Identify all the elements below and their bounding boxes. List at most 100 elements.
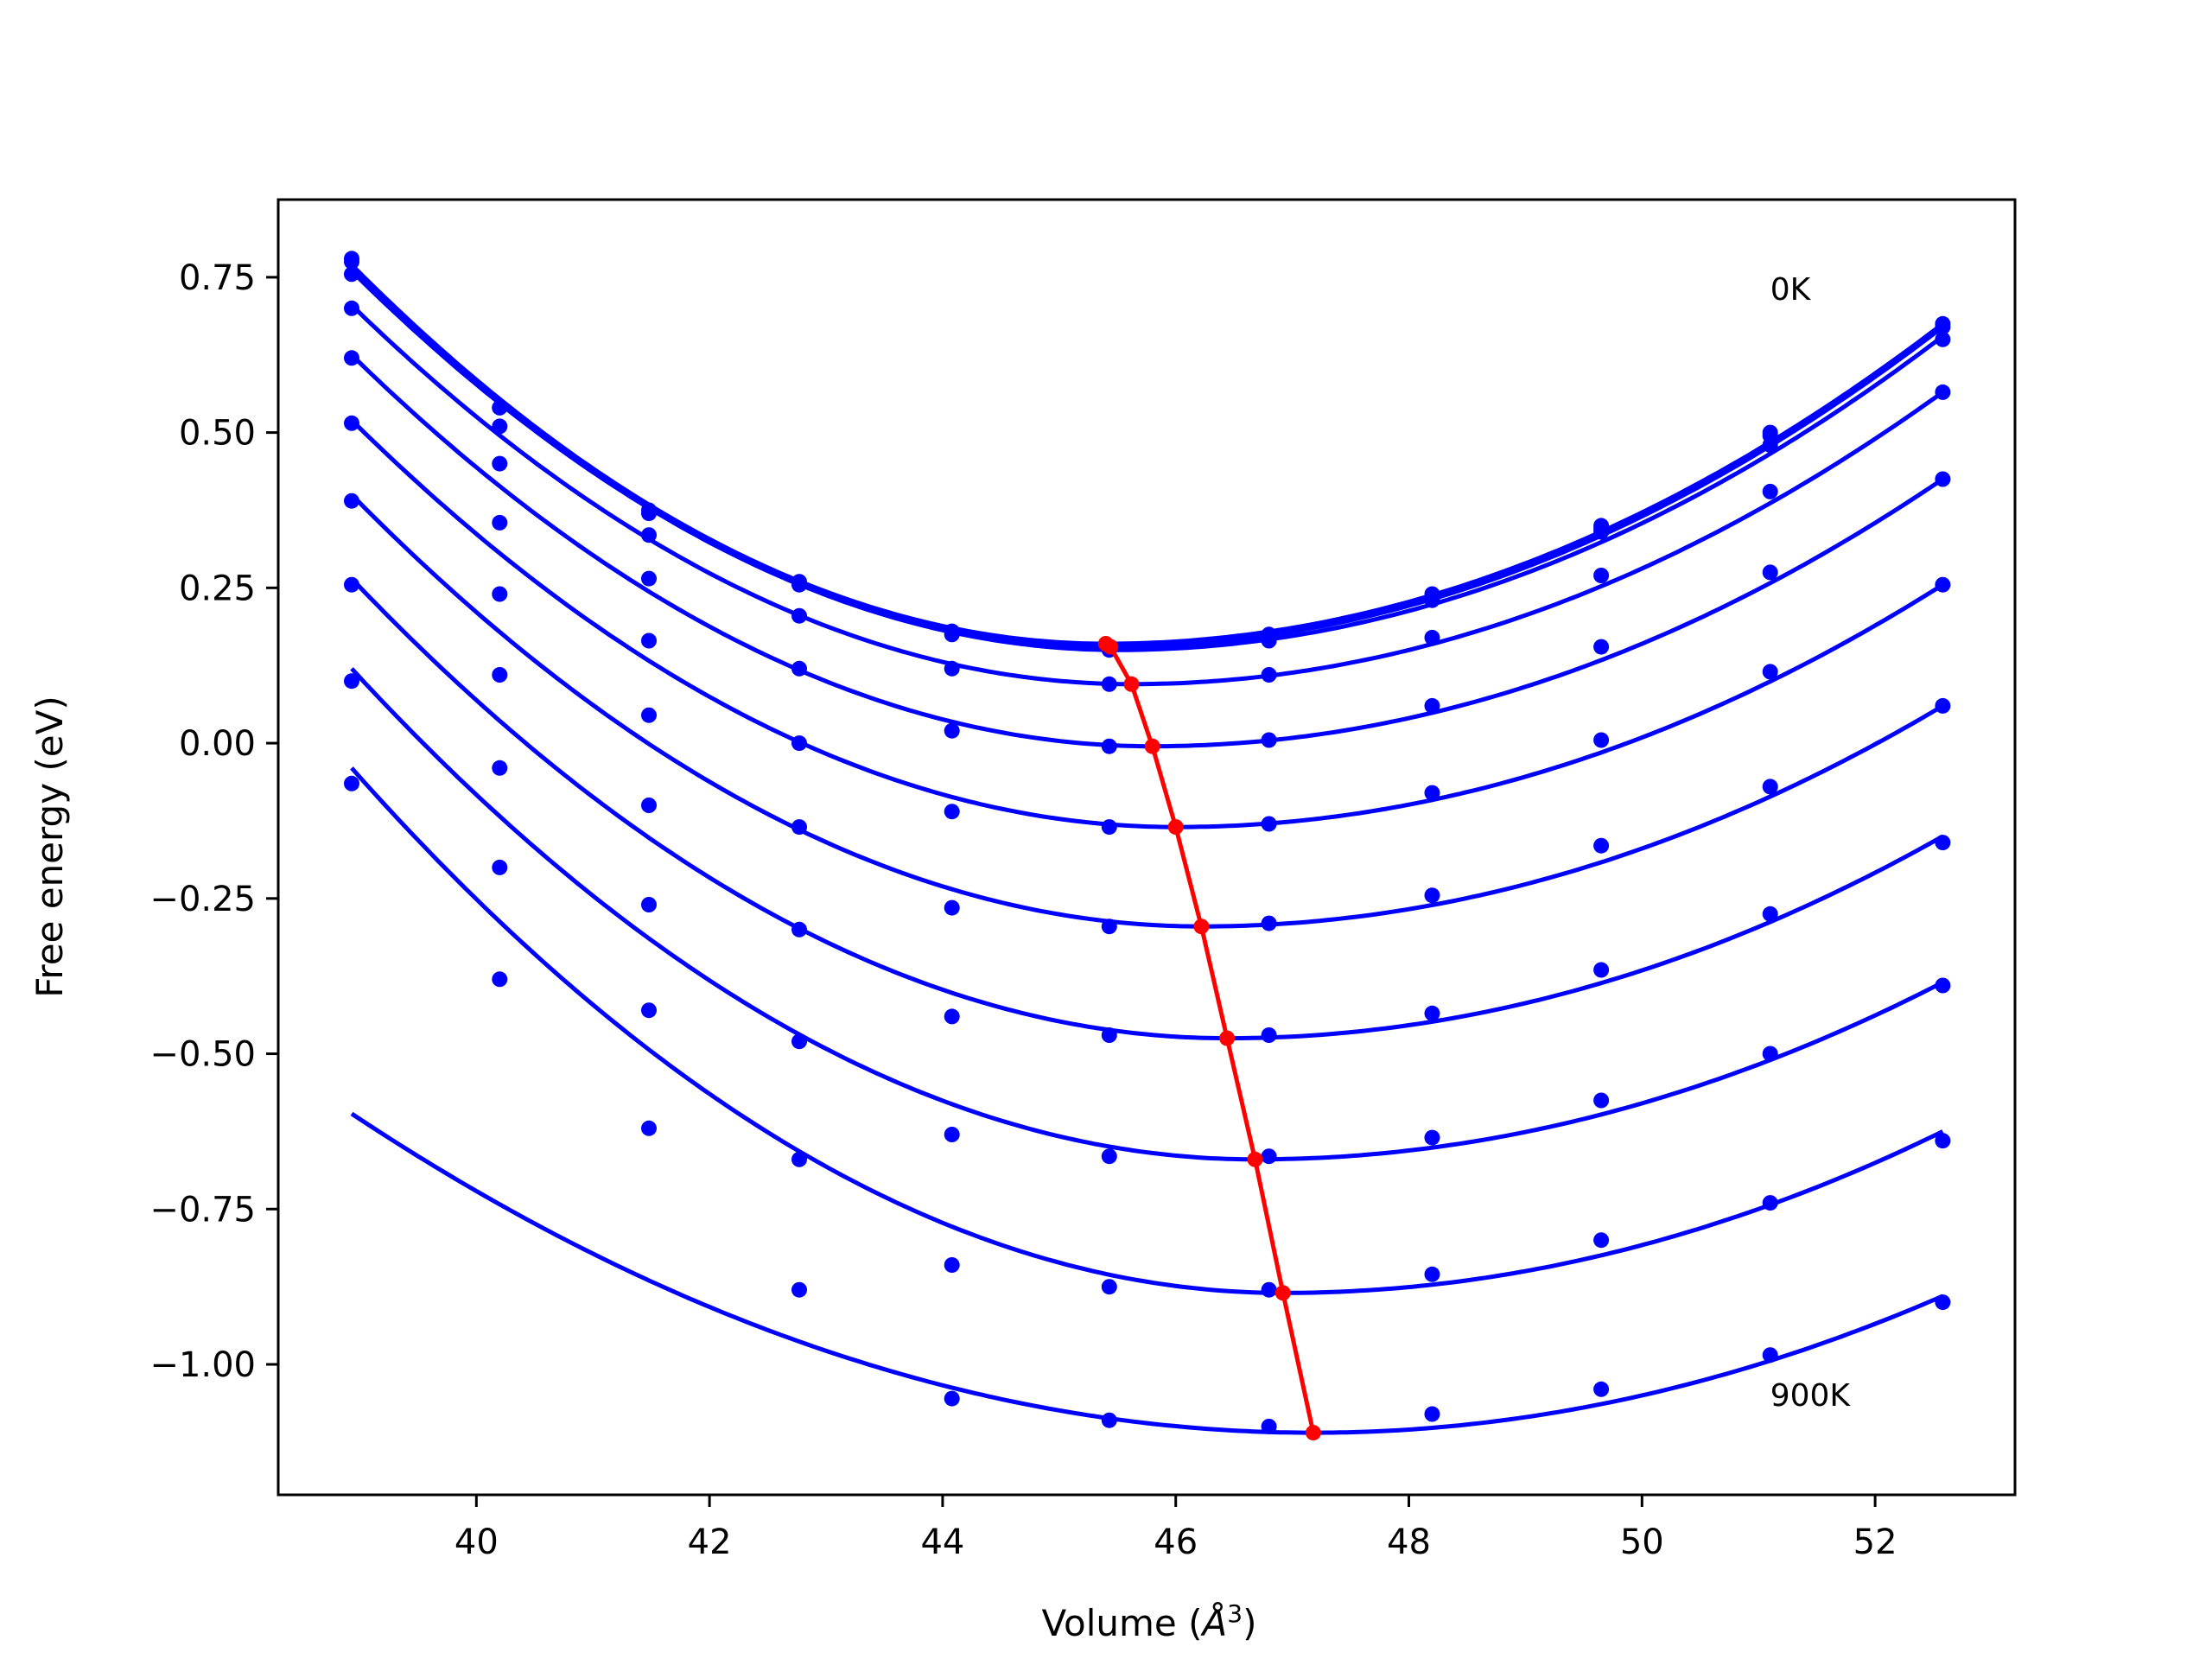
data-point-s4-8 xyxy=(1424,629,1440,645)
data-point-s5-7 xyxy=(1261,732,1277,748)
data-point-s9-3 xyxy=(641,1002,657,1019)
data-point-s9-6 xyxy=(1101,1148,1117,1165)
minimum-point-9 xyxy=(1274,1285,1291,1301)
data-point-s4-10 xyxy=(1762,483,1778,499)
data-point-s11-7 xyxy=(1261,1418,1277,1434)
data-point-s10-5 xyxy=(944,1257,960,1273)
data-point-s6-3 xyxy=(641,707,657,723)
data-point-s7-9 xyxy=(1593,837,1610,854)
minimum-point-3 xyxy=(1123,676,1140,692)
y-tick-label: 0.50 xyxy=(179,414,256,454)
data-point-s10-7 xyxy=(1261,1281,1277,1298)
data-point-s8-11 xyxy=(1935,835,1951,851)
data-point-s4-3 xyxy=(641,570,657,587)
data-point-s8-1 xyxy=(344,576,359,593)
data-point-s11-5 xyxy=(944,1390,960,1407)
data-point-s10-2 xyxy=(492,971,508,988)
y-tick-label: −0.25 xyxy=(149,880,256,919)
data-point-s7-11 xyxy=(1935,697,1951,714)
x-tick-label: 46 xyxy=(1154,1522,1198,1562)
data-point-s5-5 xyxy=(944,722,960,739)
fit-curve-2 xyxy=(350,266,1944,650)
data-point-s10-4 xyxy=(791,1281,807,1298)
y-tick-label: −0.50 xyxy=(149,1035,256,1075)
y-axis-label: Free energy (eV) xyxy=(29,696,71,998)
data-point-s10-10 xyxy=(1762,1195,1778,1211)
x-axis-label-text: Volume ( xyxy=(1042,1602,1203,1644)
data-point-s10-11 xyxy=(1935,1133,1951,1149)
data-point-s4-1 xyxy=(344,300,359,316)
data-point-s5-8 xyxy=(1424,697,1440,714)
minimum-point-4 xyxy=(1144,738,1160,754)
plot-frame xyxy=(276,198,2017,1497)
data-point-s4-7 xyxy=(1261,667,1277,683)
x-axis-label: Volume (Å3) xyxy=(1042,1599,1257,1644)
data-point-s10-6 xyxy=(1101,1279,1117,1295)
data-point-s5-9 xyxy=(1593,639,1610,655)
y-tick-label: 0.25 xyxy=(179,569,256,608)
x-tick-label: 42 xyxy=(688,1522,732,1562)
fit-curve-11 xyxy=(350,1111,1944,1435)
data-point-s7-8 xyxy=(1424,887,1440,904)
data-point-s8-10 xyxy=(1762,906,1778,922)
data-point-s2-11 xyxy=(1935,319,1951,335)
data-point-s3-11 xyxy=(1935,331,1951,347)
data-point-s6-1 xyxy=(344,415,359,431)
minimum-point-10 xyxy=(1305,1425,1321,1441)
x-axis: 40 42 44 46 48 50 52 xyxy=(454,1495,1897,1562)
data-point-s5-10 xyxy=(1762,564,1778,581)
data-point-s5-6 xyxy=(1101,738,1117,754)
data-point-s11-6 xyxy=(1101,1412,1117,1428)
data-point-s6-8 xyxy=(1424,785,1440,801)
data-point-s9-11 xyxy=(1935,977,1951,994)
data-point-s11-10 xyxy=(1762,1347,1778,1363)
minimum-point-8 xyxy=(1247,1151,1263,1167)
data-point-s8-7 xyxy=(1261,1027,1277,1043)
y-axis: −1.00 −0.75 −0.50 −0.25 0.00 0.25 0.50 0.75 xyxy=(149,258,278,1385)
fit-curve-1 xyxy=(350,263,1944,646)
fit-curve-3 xyxy=(350,269,1944,652)
minimum-point-2 xyxy=(1103,639,1119,655)
data-point-s9-2 xyxy=(492,859,508,875)
fit-curve-5 xyxy=(350,353,1944,749)
minimum-point-6 xyxy=(1193,918,1210,935)
data-point-s10-3 xyxy=(641,1120,657,1136)
data-point-s3-9 xyxy=(1593,524,1610,540)
data-point-s9-1 xyxy=(344,673,359,690)
fit-curve-4 xyxy=(350,303,1944,687)
data-point-s8-3 xyxy=(641,897,657,912)
data-point-s5-3 xyxy=(641,632,657,649)
annotation-1: 0K xyxy=(1770,272,1812,308)
x-tick-label: 50 xyxy=(1620,1522,1664,1562)
data-point-s3-1 xyxy=(344,266,359,283)
data-point-s7-10 xyxy=(1762,779,1778,795)
y-tick-label: −1.00 xyxy=(149,1345,256,1385)
data-point-s3-5 xyxy=(944,626,960,643)
data-point-s6-9 xyxy=(1593,732,1610,748)
x-axis-label-symbol: Å xyxy=(1200,1601,1228,1644)
data-point-s5-11 xyxy=(1935,471,1951,487)
data-point-s8-9 xyxy=(1593,962,1610,978)
minimum-energy-line xyxy=(1104,641,1316,1433)
data-point-s11-8 xyxy=(1424,1406,1440,1422)
data-point-s8-5 xyxy=(944,1008,960,1025)
data-point-s9-9 xyxy=(1593,1092,1610,1109)
data-point-s8-8 xyxy=(1424,1005,1440,1021)
annotation-2: 900K xyxy=(1770,1378,1852,1414)
data-point-s4-2 xyxy=(492,455,508,472)
data-point-s7-3 xyxy=(641,798,657,813)
data-point-s9-7 xyxy=(1261,1148,1277,1165)
fit-curve-7 xyxy=(350,493,1944,929)
minimum-point-7 xyxy=(1219,1030,1236,1046)
x-tick-label: 44 xyxy=(920,1522,964,1562)
x-tick-label: 40 xyxy=(454,1522,499,1562)
x-tick-label: 52 xyxy=(1853,1522,1897,1562)
data-point-s10-1 xyxy=(344,775,359,791)
data-point-s3-8 xyxy=(1424,592,1440,608)
data-point-s5-2 xyxy=(492,514,508,531)
data-point-s10-9 xyxy=(1593,1232,1610,1249)
y-tick-label: −0.75 xyxy=(149,1190,256,1230)
annotations: 0K 900K xyxy=(1770,272,1852,1414)
data-point-s6-6 xyxy=(1101,819,1117,836)
